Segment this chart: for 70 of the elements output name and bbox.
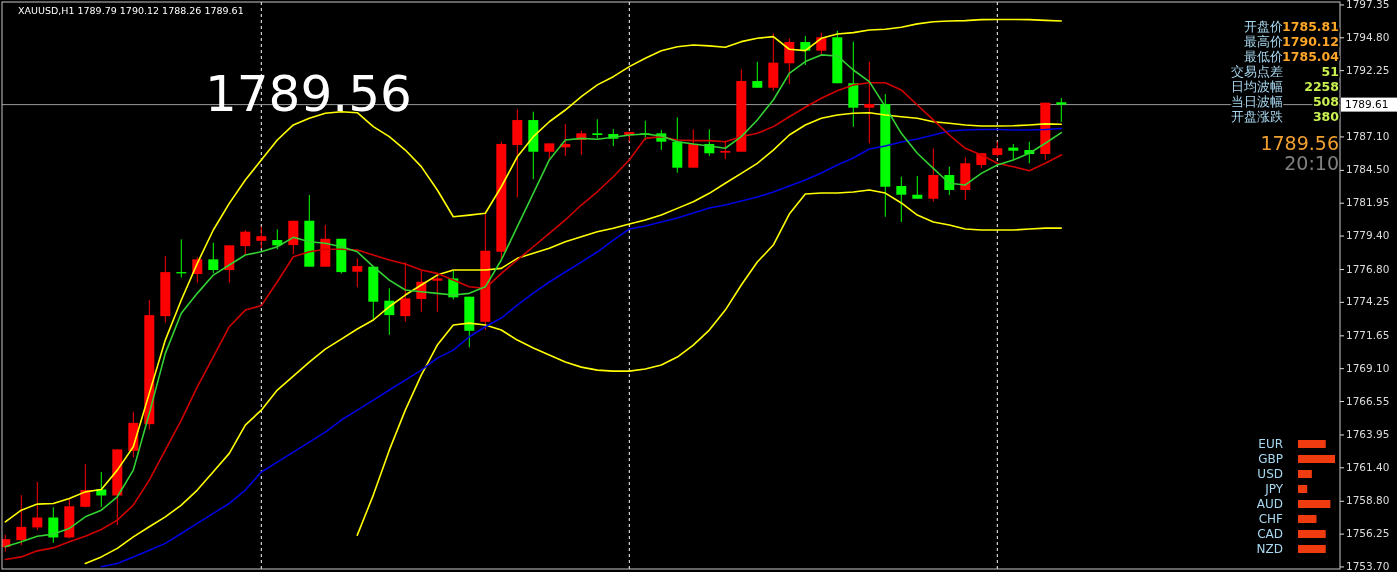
y-tick-label: 1769.10 — [1346, 361, 1390, 374]
candlestick — [1056, 97, 1067, 123]
bar — [1298, 485, 1308, 493]
text: 1790.12 — [1282, 34, 1339, 49]
candlestick — [688, 128, 699, 169]
candlestick — [352, 257, 363, 288]
y-tick-label: 1797.35 — [1346, 0, 1390, 10]
bar — [1298, 440, 1326, 448]
text: 最高价 — [1244, 34, 1283, 49]
y-tick-label: NZD — [1256, 541, 1283, 556]
text: 1785.81 — [1282, 19, 1339, 34]
bar — [1298, 500, 1331, 508]
text: 开盘涨跌 — [1231, 109, 1283, 124]
candlestick — [928, 147, 939, 203]
y-tick-label: 1763.95 — [1346, 427, 1390, 440]
text: 1789.56 — [1260, 132, 1339, 154]
y-tick-label: 1774.25 — [1346, 295, 1390, 308]
candlestick — [784, 37, 795, 85]
y-tick-label: CHF — [1258, 511, 1284, 526]
candlestick — [256, 226, 267, 249]
y-tick-label: EUR — [1258, 436, 1283, 451]
y-tick-label: CAD — [1257, 526, 1283, 541]
text: 380 — [1312, 109, 1340, 124]
y-tick-label: JPY — [1264, 481, 1284, 496]
annotation: 1789.56 — [205, 65, 412, 123]
candlestick — [240, 229, 251, 256]
y-tick-label: 1753.70 — [1346, 559, 1390, 572]
line-series — [356, 189, 1063, 536]
candlestick — [912, 175, 923, 200]
y-tick-label: AUD — [1256, 496, 1283, 511]
text: 51 — [1321, 64, 1339, 79]
bar — [1298, 515, 1317, 523]
y-tick-label: 1792.25 — [1346, 63, 1390, 76]
bar — [1298, 530, 1326, 538]
y-tick-label: 1779.40 — [1346, 229, 1390, 242]
candlestick — [400, 261, 411, 323]
candlestick — [864, 61, 875, 144]
text: 2258 — [1304, 79, 1339, 94]
candlestick — [208, 242, 219, 274]
candlestick — [896, 176, 907, 223]
chart-title: XAUUSD,H1 1789.79 1790.12 1788.26 1789.61 — [18, 5, 244, 16]
y-tick-label: 1794.80 — [1346, 30, 1390, 43]
y-tick-label: 1781.95 — [1346, 196, 1390, 209]
y-tick-label: 1758.80 — [1346, 494, 1390, 507]
text: 日均波幅 — [1231, 79, 1283, 94]
y-tick-label: 1776.80 — [1346, 262, 1390, 275]
y-tick-label: GBP — [1258, 451, 1283, 466]
text: 最低价 — [1244, 49, 1283, 64]
text: 开盘价 — [1244, 19, 1283, 34]
y-tick-label: USD — [1257, 466, 1283, 481]
y-tick-label: 1761.40 — [1346, 460, 1390, 473]
bar — [1298, 545, 1326, 553]
candlestick — [592, 118, 603, 139]
bar — [1298, 470, 1312, 478]
y-tick-label: 1766.55 — [1346, 394, 1390, 407]
candlestick — [16, 494, 27, 546]
candlestick — [80, 463, 91, 508]
candlestick — [432, 273, 443, 313]
bar — [1298, 455, 1335, 463]
text: 1785.04 — [1282, 49, 1340, 64]
candlestick — [752, 61, 763, 89]
y-tick-label: 1756.25 — [1346, 527, 1390, 540]
y-tick-label: 1787.10 — [1346, 129, 1390, 142]
candlestick — [32, 481, 43, 531]
candlestick — [720, 140, 731, 160]
ref-line-label: 1789.61 — [1345, 97, 1389, 110]
text: 交易点差 — [1231, 64, 1283, 79]
y-tick-label: 1784.50 — [1346, 163, 1390, 176]
text: 20:10 — [1284, 152, 1339, 174]
y-tick-label: 1771.65 — [1346, 328, 1390, 341]
